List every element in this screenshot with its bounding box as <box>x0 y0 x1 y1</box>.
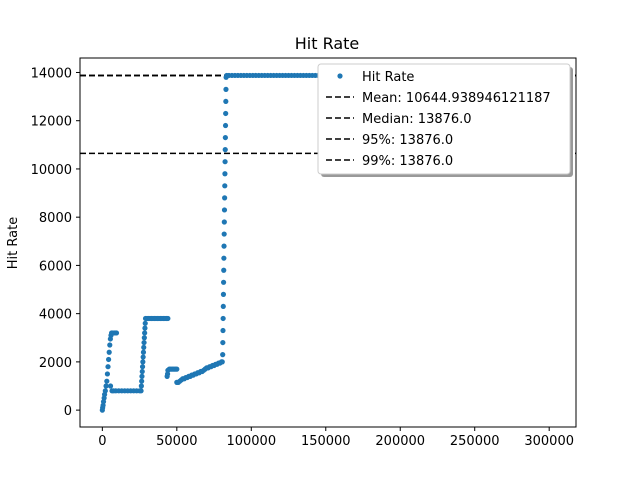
legend-label: Hit Rate <box>362 70 414 85</box>
data-point <box>222 195 228 201</box>
data-point <box>102 388 108 394</box>
legend-label: Median: 13876.0 <box>362 112 472 127</box>
data-point <box>104 371 111 377</box>
legend: Hit Rate Mean: 10644.938946121187 Median: … <box>317 63 573 177</box>
data-point <box>221 267 227 273</box>
data-point <box>140 359 146 365</box>
data-point <box>138 388 144 394</box>
data-point <box>220 279 227 285</box>
data-point <box>107 383 114 389</box>
x-tick-label: 0 <box>98 434 106 449</box>
x-tick-label: 250000 <box>450 434 500 449</box>
x-tick-label: 200000 <box>375 434 425 449</box>
data-point <box>105 356 112 363</box>
data-point <box>105 364 111 370</box>
y-tick-label: 0 <box>64 404 72 419</box>
data-point <box>222 159 228 165</box>
y-axis-title: Hit Rate <box>6 217 21 269</box>
data-point <box>221 231 227 237</box>
data-point <box>165 315 171 322</box>
data-point <box>140 349 147 355</box>
data-point <box>113 330 120 336</box>
data-point <box>139 368 145 375</box>
chart-title: Hit Rate <box>295 34 360 53</box>
data-point <box>222 147 228 153</box>
data-point <box>223 98 229 105</box>
data-point <box>106 349 112 355</box>
data-point <box>141 335 147 341</box>
data-point <box>139 378 145 384</box>
data-point <box>142 320 148 326</box>
y-tick-label: 6000 <box>39 259 72 274</box>
y-tick-label: 8000 <box>39 211 72 226</box>
data-point <box>220 315 226 322</box>
y-tick-label: 14000 <box>31 66 72 81</box>
y-tick-label: 2000 <box>39 356 72 371</box>
y-tick-label: 12000 <box>31 115 72 130</box>
data-point <box>220 327 226 334</box>
x-tick-label: 50000 <box>156 434 197 449</box>
data-point <box>221 243 227 249</box>
y-tick-label: 4000 <box>39 308 72 323</box>
data-point <box>174 366 180 372</box>
data-point <box>223 110 229 117</box>
data-point <box>222 122 229 129</box>
data-point <box>220 303 226 310</box>
data-point <box>103 383 109 389</box>
data-point <box>220 291 227 297</box>
data-point <box>107 342 113 348</box>
data-point <box>142 325 148 331</box>
x-tick-label: 100000 <box>226 434 276 449</box>
data-point <box>219 359 225 365</box>
axes-frame <box>79 57 577 428</box>
data-point <box>223 86 229 92</box>
data-point <box>222 183 228 189</box>
x-tick-label: 300000 <box>524 434 574 449</box>
data-point <box>104 378 110 384</box>
legend-box <box>317 63 571 175</box>
data-point <box>221 207 228 213</box>
data-point <box>139 364 146 370</box>
data-point <box>222 134 228 141</box>
data-point <box>141 339 147 346</box>
data-point <box>142 330 148 336</box>
legend-label: 95%: 13876.0 <box>362 133 453 148</box>
data-point <box>221 255 227 261</box>
data-point <box>220 339 226 346</box>
legend-marker <box>337 73 343 79</box>
data-point <box>141 344 147 351</box>
x-tick-label: 150000 <box>301 434 351 449</box>
data-point <box>222 171 228 177</box>
data-point <box>139 373 145 379</box>
data-point <box>220 352 226 358</box>
data-point <box>140 354 146 360</box>
data-point <box>138 383 144 389</box>
legend-label: Mean: 10644.938946121187 <box>362 91 551 106</box>
data-point <box>221 219 227 225</box>
y-tick-label: 10000 <box>31 163 72 178</box>
legend-label: 99%: 13876.0 <box>362 154 453 169</box>
